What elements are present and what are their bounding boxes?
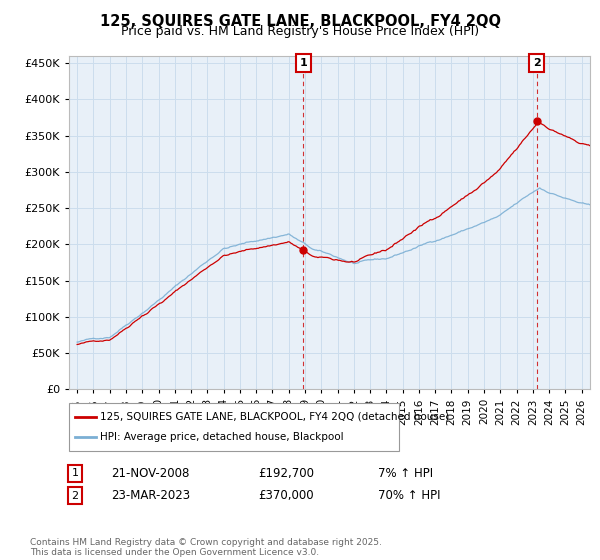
Text: 2: 2 (71, 491, 79, 501)
Text: Price paid vs. HM Land Registry's House Price Index (HPI): Price paid vs. HM Land Registry's House … (121, 25, 479, 38)
Text: 70% ↑ HPI: 70% ↑ HPI (378, 489, 440, 502)
Text: 125, SQUIRES GATE LANE, BLACKPOOL, FY4 2QQ (detached house): 125, SQUIRES GATE LANE, BLACKPOOL, FY4 2… (100, 412, 449, 422)
Text: £192,700: £192,700 (258, 466, 314, 480)
Text: Contains HM Land Registry data © Crown copyright and database right 2025.
This d: Contains HM Land Registry data © Crown c… (30, 538, 382, 557)
Text: 1: 1 (71, 468, 79, 478)
Text: 2: 2 (533, 58, 541, 68)
Text: 21-NOV-2008: 21-NOV-2008 (111, 466, 190, 480)
Text: 7% ↑ HPI: 7% ↑ HPI (378, 466, 433, 480)
Text: 23-MAR-2023: 23-MAR-2023 (111, 489, 190, 502)
Text: HPI: Average price, detached house, Blackpool: HPI: Average price, detached house, Blac… (100, 432, 344, 442)
Text: 1: 1 (299, 58, 307, 68)
Text: 125, SQUIRES GATE LANE, BLACKPOOL, FY4 2QQ: 125, SQUIRES GATE LANE, BLACKPOOL, FY4 2… (100, 14, 500, 29)
Text: £370,000: £370,000 (258, 489, 314, 502)
